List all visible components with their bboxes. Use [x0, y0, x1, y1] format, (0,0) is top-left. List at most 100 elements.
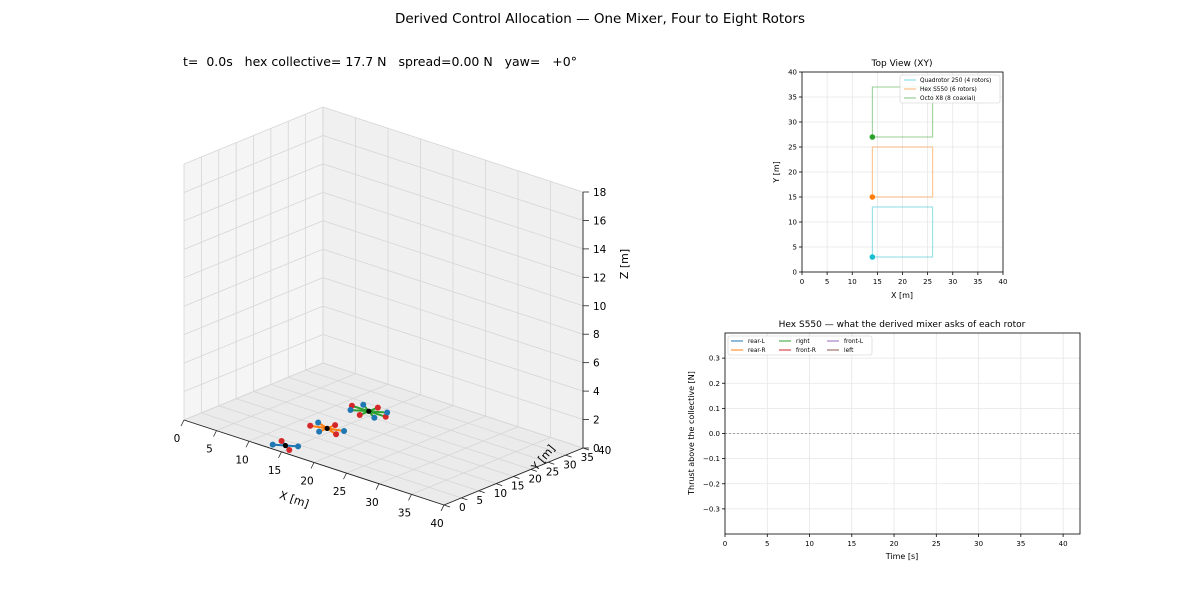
x-tick-label: 15	[847, 540, 856, 548]
x-tick-label: 25	[333, 486, 346, 498]
x-tick-label: 15	[268, 465, 281, 477]
z-tick-label: 2	[593, 415, 600, 427]
x-tick-label: 0	[800, 278, 804, 286]
x-tick-label: 10	[805, 540, 814, 548]
plot-thrust: 0 5 10 15 20 25 30 35 40 −0.3 −0.2 −0.1 0.0 0.1 0.2 0.3…	[687, 320, 1081, 561]
y-tick-label: 20	[529, 474, 542, 486]
x-tick-label: 40	[1059, 540, 1068, 548]
grid-line	[183, 248, 324, 307]
x-tick-label: 0	[174, 433, 181, 445]
y-tick-label: 30	[563, 459, 576, 471]
grid-line	[270, 383, 531, 470]
grid-line	[322, 305, 584, 392]
x-tick-label: 20	[890, 540, 899, 548]
y-tick-label: 25	[788, 144, 797, 152]
series-path	[871, 146, 934, 198]
thrust-xlabel: Time [s]	[885, 552, 919, 561]
grid-line	[322, 248, 584, 335]
rotor-marker	[341, 427, 348, 434]
x-tick	[180, 419, 185, 427]
y-tick-label: −0.1	[703, 455, 720, 463]
rotor-marker	[332, 422, 339, 429]
y-tick-label: 0.0	[709, 430, 720, 438]
x-tick-label: 5	[825, 278, 829, 286]
x-tick	[408, 494, 412, 501]
x-tick-label: 35	[1016, 540, 1025, 548]
grid-line	[346, 415, 486, 474]
x-tick-label: 40	[430, 518, 443, 530]
y-tick-label: 35	[788, 94, 797, 102]
legend-entry: Octo X8 (8 coaxial)	[920, 96, 975, 102]
y-tick	[495, 483, 503, 487]
x-tick-label: 30	[948, 278, 957, 286]
rotor-marker	[360, 401, 367, 408]
x-tick-label: 35	[973, 278, 982, 286]
z-tick-label: 6	[593, 358, 600, 370]
grid-line	[322, 191, 584, 278]
y-tick-label: 40	[788, 69, 797, 77]
thrust-title: Hex S550 — what the derived mixer asks o…	[779, 320, 1026, 330]
grid-line	[322, 334, 584, 420]
rotor-marker	[307, 422, 314, 429]
y-tick-label: 0.2	[709, 380, 720, 388]
y-tick-label: 10	[788, 219, 797, 227]
x-tick-label: 10	[235, 454, 248, 466]
y-tick	[513, 476, 520, 479]
x-tick	[343, 472, 347, 480]
rotor-marker	[286, 446, 293, 453]
y-tick-label: 0	[459, 502, 466, 514]
grid-line	[183, 106, 324, 165]
legend-frame	[899, 74, 1001, 104]
x-tick-label: 20	[300, 476, 313, 488]
grid-line	[378, 426, 519, 485]
x-tick-label: 25	[932, 540, 941, 548]
x-tick-label: 40	[999, 278, 1008, 286]
top-view-legend: Quadrotor 250 (4 rotors) Hex S550 (6 roto…	[899, 74, 1001, 104]
y-tick-label: 0	[793, 269, 797, 277]
legend-entry: rear-L	[748, 339, 765, 345]
grid-line	[322, 106, 584, 193]
x-tick-label: 30	[974, 540, 983, 548]
rotor-marker	[374, 404, 381, 411]
x-tick	[213, 430, 217, 437]
y-tick-label: 0.3	[709, 355, 720, 363]
z-tick-label: 18	[593, 187, 606, 199]
plot-3d: 0510152025303540051015202530354002468101…	[174, 106, 631, 530]
y-tick-label: −0.2	[703, 480, 720, 488]
y-tick-label: 20	[788, 169, 797, 177]
rotor-marker	[356, 411, 363, 418]
z-tick-label: 16	[593, 215, 607, 227]
grid-line	[183, 334, 324, 392]
legend-entry: front-L	[844, 339, 864, 345]
x-tick-label: 30	[365, 497, 378, 509]
x-tick	[245, 441, 250, 448]
series-path	[871, 206, 934, 258]
legend-entry: left	[844, 348, 854, 354]
grid-line	[183, 191, 324, 250]
y-tick	[530, 468, 538, 472]
grid-line	[322, 220, 584, 307]
thrust-legend: rear-L rear-R right front-R front-L left	[727, 335, 873, 356]
y-tick	[443, 504, 451, 508]
grid-line	[183, 135, 324, 193]
grid-line	[183, 277, 324, 336]
grid-line	[411, 437, 551, 495]
grid-line	[322, 362, 584, 449]
y-tick-label: 10	[494, 488, 507, 500]
rotor-marker	[333, 431, 340, 438]
grid-line	[183, 163, 324, 222]
x-tick-label: 35	[398, 507, 411, 519]
grid-line	[183, 305, 324, 364]
vehicle-arm	[368, 410, 388, 414]
legend-entry: front-R	[796, 348, 816, 354]
vehicle-center	[282, 442, 289, 449]
legend-entry: rear-R	[748, 348, 766, 354]
vehicle-center	[366, 408, 372, 414]
x-tick-label: 0	[723, 540, 727, 548]
top-view-title: Top View (XY)	[871, 59, 933, 69]
y-tick-label: 30	[788, 119, 797, 127]
vehicle-center	[324, 425, 330, 431]
grid-line	[288, 376, 549, 463]
y-tick	[548, 461, 555, 465]
